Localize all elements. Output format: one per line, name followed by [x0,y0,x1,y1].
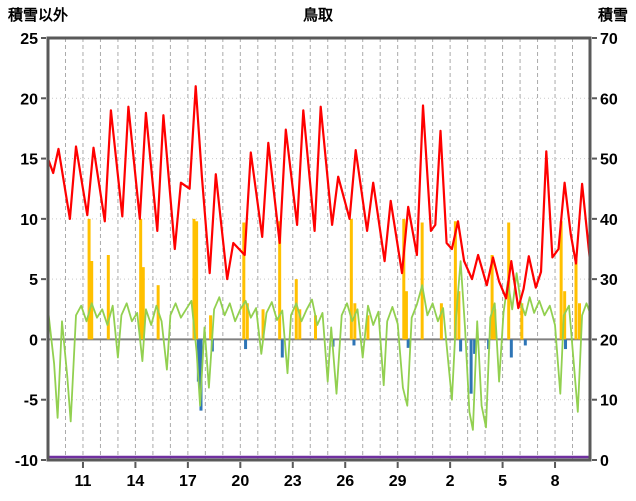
svg-text:0: 0 [600,453,609,470]
svg-text:20: 20 [231,473,249,490]
svg-text:23: 23 [284,473,302,490]
svg-text:-5: -5 [24,393,38,410]
svg-text:-10: -10 [15,453,38,470]
svg-text:26: 26 [336,473,354,490]
svg-text:30: 30 [600,272,618,289]
svg-text:40: 40 [600,212,618,229]
svg-text:20: 20 [600,332,618,349]
svg-text:11: 11 [75,473,92,490]
svg-text:8: 8 [551,473,560,490]
svg-text:15: 15 [20,152,38,169]
chart-title: 鳥取 [302,7,333,24]
svg-text:70: 70 [600,31,618,48]
svg-text:10: 10 [20,212,38,229]
svg-text:17: 17 [179,473,197,490]
svg-text:29: 29 [389,473,407,490]
svg-text:10: 10 [600,393,618,410]
svg-text:5: 5 [29,272,38,289]
left-axis-title: 積雪以外 [8,7,69,24]
svg-text:14: 14 [127,473,145,490]
right-axis-title: 積雪 [597,7,628,24]
svg-text:60: 60 [600,91,618,108]
svg-text:50: 50 [600,152,618,169]
svg-text:0: 0 [29,332,38,349]
svg-text:2: 2 [446,473,455,490]
svg-text:25: 25 [20,31,38,48]
svg-text:20: 20 [20,91,38,108]
svg-text:5: 5 [498,473,507,490]
